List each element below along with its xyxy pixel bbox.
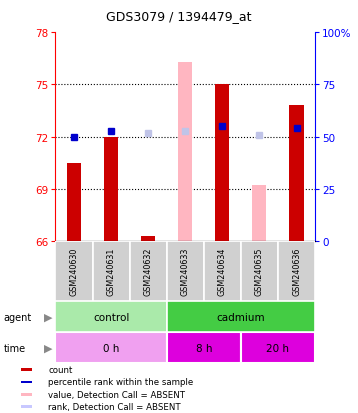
Text: GSM240630: GSM240630 [69,247,78,296]
Text: value, Detection Call = ABSENT: value, Detection Call = ABSENT [48,390,185,399]
Bar [215,85,229,242]
Text: GSM240634: GSM240634 [218,247,227,296]
Bar [204,242,241,301]
Bar [93,242,130,301]
Bar [21,393,32,396]
Bar [141,236,155,242]
Text: GSM240636: GSM240636 [292,247,301,296]
Text: GSM240631: GSM240631 [107,247,116,296]
Bar [104,138,118,242]
Bar [55,332,167,363]
Bar [278,242,315,301]
Bar [55,242,93,301]
Bar [290,106,304,242]
Text: cadmium: cadmium [217,312,265,322]
Bar [167,301,315,332]
Text: 20 h: 20 h [266,343,290,353]
Bar [67,164,81,242]
Text: agent: agent [4,312,32,322]
Text: ▶: ▶ [44,343,53,353]
Text: percentile rank within the sample: percentile rank within the sample [48,377,194,387]
Text: GSM240632: GSM240632 [144,247,153,296]
Text: rank, Detection Call = ABSENT: rank, Detection Call = ABSENT [48,402,181,411]
Bar [21,381,32,383]
Bar [241,332,315,363]
Text: control: control [93,312,129,322]
Bar [178,63,192,242]
Bar [167,242,204,301]
Bar [167,332,241,363]
Text: GSM240635: GSM240635 [255,247,264,296]
Text: time: time [4,343,26,353]
Bar [21,406,32,408]
Bar [21,368,32,371]
Bar [252,186,266,242]
Bar [130,242,167,301]
Text: 0 h: 0 h [103,343,119,353]
Bar [55,301,167,332]
Bar [241,242,278,301]
Text: 8 h: 8 h [195,343,212,353]
Text: GDS3079 / 1394479_at: GDS3079 / 1394479_at [106,10,252,23]
Text: GSM240633: GSM240633 [181,247,190,296]
Text: count: count [48,365,73,374]
Text: ▶: ▶ [44,312,53,322]
